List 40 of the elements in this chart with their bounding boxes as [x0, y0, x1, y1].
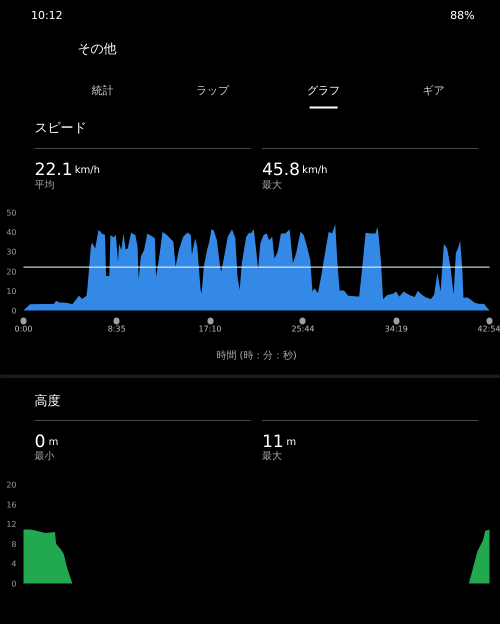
text: 88%: [450, 9, 475, 22]
chart-title: スピード: [34, 121, 87, 136]
y-tick-label: 0: [11, 580, 17, 588]
chart-title: 高度: [34, 393, 61, 409]
x-tick-label: 8:35: [108, 324, 126, 334]
y-tick-label: 20: [6, 267, 17, 276]
y-tick-label: 8: [11, 540, 17, 549]
text: ラップ: [196, 84, 230, 97]
y-tick-label: 10: [6, 286, 17, 296]
text: 最大: [262, 450, 282, 462]
text: 平均: [34, 179, 55, 191]
text: 統計: [92, 84, 114, 97]
y-tick-label: 40: [6, 228, 17, 238]
x-axis-title: 時間 (時 : 分 : 秒): [216, 350, 297, 362]
x-tick-label: 0:00: [14, 324, 32, 334]
x-tick-label: 42:54: [477, 324, 500, 334]
text: 最大: [262, 179, 282, 191]
text: ギア: [422, 84, 445, 97]
y-tick-label: 50: [6, 208, 17, 218]
text: 22.1: [34, 160, 73, 180]
y-tick-label: 4: [11, 560, 17, 569]
text: m: [48, 437, 58, 448]
text: m: [286, 437, 296, 448]
y-tick-label: 0: [11, 306, 17, 316]
text: グラフ: [307, 84, 340, 97]
text: 11: [262, 432, 284, 452]
x-tick-label: 17:10: [198, 324, 222, 334]
y-tick-label: 20: [6, 480, 17, 490]
y-tick-label: 30: [6, 248, 17, 257]
text: km/h: [74, 165, 100, 176]
x-tick-label: 25:44: [291, 324, 315, 334]
text: 最小: [34, 450, 55, 462]
text: 10:12: [30, 9, 63, 22]
text: 45.8: [262, 160, 300, 180]
text: 0: [34, 432, 46, 452]
y-tick-label: 16: [6, 500, 17, 510]
x-tick-label: 34:19: [384, 324, 408, 334]
y-tick-label: 12: [6, 520, 17, 530]
text: km/h: [302, 165, 328, 176]
text: その他: [78, 42, 117, 57]
